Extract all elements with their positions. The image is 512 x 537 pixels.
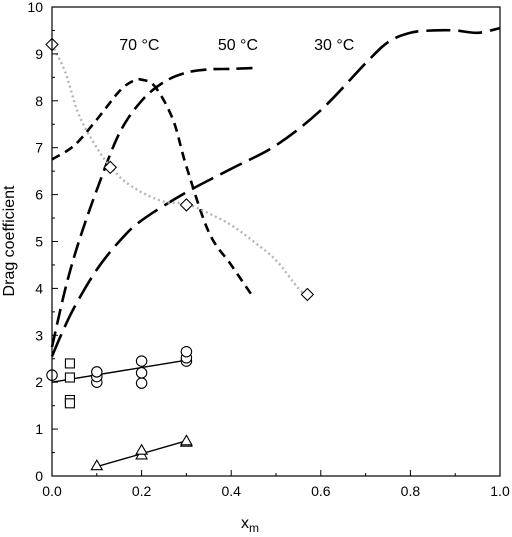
x-axis-label-subscript: m [249, 521, 259, 535]
y-tick-label: 2 [35, 374, 43, 390]
triangle-marker [179, 434, 193, 446]
square-marker [64, 372, 75, 383]
y-tick-label: 0 [35, 468, 43, 484]
annotations: 70 °C 50 °C 30 °C [119, 37, 354, 54]
square-marker [64, 358, 75, 369]
temperature-label: 70 °C [119, 37, 159, 54]
x-axis-ticks: 0.0 0.2 0.4 0.6 0.8 1.0 [42, 470, 510, 499]
x-tick-label: 0.6 [311, 483, 331, 499]
circle-marker [91, 366, 103, 378]
diamond-marker [179, 198, 194, 212]
x-tick-label: 0.0 [42, 483, 62, 499]
y-tick-label: 3 [35, 327, 43, 343]
circle-marker [135, 355, 148, 367]
temperature-label: 30 °C [314, 37, 354, 54]
x-axis-label: xm [241, 515, 259, 535]
diamond-marker [300, 287, 315, 302]
curve-30c [50, 26, 501, 357]
x-tick-label: 0.4 [221, 483, 241, 499]
x-tick-label: 0.8 [401, 483, 421, 499]
plot-curves [50, 26, 501, 357]
plot-markers [45, 37, 315, 471]
curve-50c [50, 66, 254, 348]
triangle-marker [90, 459, 104, 471]
temperature-label: 50 °C [218, 37, 258, 54]
x-axis-label-main: x [241, 515, 249, 532]
diamond-marker [103, 160, 118, 175]
triangle-marker [135, 443, 149, 455]
curve-70c [51, 77, 255, 299]
y-tick-label: 10 [27, 0, 43, 15]
circle-marker [135, 367, 148, 379]
y-tick-label: 5 [35, 234, 43, 250]
x-tick-label: 1.0 [490, 483, 510, 499]
y-axis-label: Drag coefficient [1, 185, 18, 296]
curve-dotted-gray [50, 43, 309, 297]
circle-marker [135, 377, 148, 389]
y-tick-label: 7 [35, 140, 43, 156]
y-tick-label: 4 [35, 280, 43, 296]
circle-marker [180, 345, 193, 358]
square-marker [64, 398, 75, 409]
y-axis-ticks: 0 1 2 3 4 5 6 7 8 9 10 [27, 0, 58, 484]
x-tick-label: 0.2 [132, 483, 152, 499]
y-tick-label: 6 [35, 187, 43, 203]
y-tick-label: 8 [35, 93, 43, 109]
y-tick-label: 9 [35, 46, 43, 62]
y-tick-label: 1 [35, 421, 43, 437]
